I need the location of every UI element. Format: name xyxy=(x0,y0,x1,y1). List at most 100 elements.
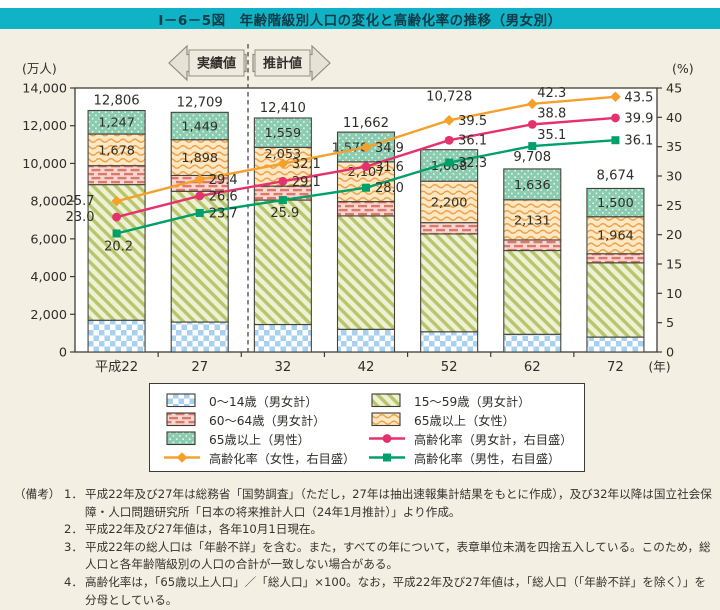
rate-line xyxy=(116,116,616,219)
left-axis-tick-label: 0 xyxy=(59,346,67,361)
rate-value: 23.0 xyxy=(66,210,95,225)
left-axis-tick-label: 10,000 xyxy=(22,157,67,172)
legend-item: 高齢化率（男女計，右目盛） xyxy=(367,429,580,448)
legend-label: 60～64歳（男女計） xyxy=(209,413,326,428)
bar-segment xyxy=(170,139,229,177)
footnotes: （備考） 1． 平成22年及び27年は総務省「国勢調査」（ただし，27年は抽出速報… xyxy=(14,486,712,609)
bar-segment xyxy=(336,201,396,217)
rate-value: 23.7 xyxy=(209,206,238,221)
rate-value: 29.1 xyxy=(292,175,321,190)
marker-square xyxy=(611,136,620,145)
footnote-number: 1． xyxy=(64,487,83,501)
right-axis-tick-label: 15 xyxy=(666,258,682,273)
marker-circle xyxy=(278,176,288,186)
bar-segment-value: 1,668 xyxy=(431,159,468,174)
marker-diamond xyxy=(526,98,538,110)
footnote-item: 3． 平成22年の総人口は「年齢不詳」を含む。また，すべての年について，表章単位未… xyxy=(64,539,712,574)
footnotes-label: （備考） xyxy=(14,487,61,501)
actual-label: 実績値 xyxy=(197,56,236,72)
right-axis-tick-label: 40 xyxy=(666,111,682,126)
bar-segment xyxy=(586,262,645,338)
population-aging-chart: 0 2,000 4,000 6,000 8,000 10,000 12,000 14,000 0… xyxy=(22,44,694,375)
projected-label: 推計値 xyxy=(263,56,302,72)
actual-label-box xyxy=(188,49,245,77)
left-axis-tick-label: 12,000 xyxy=(22,119,67,134)
bar-segment-value: 1,247 xyxy=(98,116,135,131)
right-axis-tick-label: 5 xyxy=(666,316,674,331)
rate-value: 36.1 xyxy=(624,134,653,149)
bar-segment xyxy=(503,199,562,241)
rate-value: 39.5 xyxy=(458,114,487,129)
left-axis-tick-label: 2,000 xyxy=(30,308,67,323)
bar-segment xyxy=(87,109,146,135)
figure-title: Ⅰ－6－5図 年齢階級別人口の変化と高齢化率の推移（男女別） xyxy=(158,12,562,29)
bar-segment xyxy=(503,333,562,353)
right-axis-tick-label: 35 xyxy=(666,140,682,155)
rate-value: 28.0 xyxy=(375,181,404,196)
bar-segment xyxy=(503,249,562,335)
rate-value: 29.4 xyxy=(209,173,238,188)
marker-diamond xyxy=(176,452,188,463)
legend-swatch-pink-brick xyxy=(166,412,196,427)
left-axis-tick-label: 4,000 xyxy=(30,270,67,285)
bar-segment-value: 2,200 xyxy=(431,195,468,210)
bar-segment xyxy=(170,190,229,323)
marker-square xyxy=(362,183,370,192)
marker-square xyxy=(528,142,537,151)
bar-segment xyxy=(336,328,396,353)
bar-segment xyxy=(420,180,479,224)
bar-segment xyxy=(336,161,396,203)
bar-segment-value: 2,053 xyxy=(265,147,302,162)
legend-label: 15～59歳（男女計） xyxy=(414,394,531,409)
legend-swatch-orange-wave xyxy=(371,412,401,427)
marker-diamond xyxy=(610,91,621,103)
x-axis-label: 平成22 xyxy=(95,359,138,375)
right-axis-tick-label: 25 xyxy=(666,199,682,214)
rate-value: 42.3 xyxy=(537,86,566,101)
bar-segment xyxy=(586,253,645,264)
bar-segment xyxy=(336,215,396,330)
footnotes-list: 1． 平成22年及び27年は総務省「国勢調査」（ただし，27年は抽出速報集計結果を… xyxy=(64,486,712,609)
rate-value: 26.6 xyxy=(209,189,238,204)
bar-segment xyxy=(87,165,146,186)
bar-segment xyxy=(420,222,479,235)
left-axis-unit: (万人) xyxy=(22,61,57,76)
legend-item: 高齢化率（男性，右目盛） xyxy=(367,448,580,467)
figure-title-bar: Ⅰ－6－5図 年齢階級別人口の変化と高齢化率の推移（男女別） xyxy=(0,8,720,29)
bar-segment xyxy=(170,321,229,353)
rate-value: 43.5 xyxy=(624,90,653,105)
bar-total-value: 12,410 xyxy=(260,101,306,116)
legend-item: 65歳以上（男性） xyxy=(162,429,367,448)
footnote-item: 4． 高齢化率は，「65歳以上人口」／「総人口」×100。なお，平成22年及び27… xyxy=(64,574,712,609)
bar-segment xyxy=(336,131,396,163)
legend-item: 65歳以上（女性） xyxy=(367,410,580,429)
bar-total-value: 8,674 xyxy=(597,168,635,183)
rate-line-square: 20.2 23.7 25.9 28.0 32.3 35.1 36.1 xyxy=(104,128,653,254)
bar-segment-value: 2,131 xyxy=(514,213,551,228)
marker-circle xyxy=(112,212,121,222)
bar-segment-value: 1,898 xyxy=(181,151,218,166)
marker-circle xyxy=(444,135,454,145)
rate-value: 35.1 xyxy=(537,128,566,143)
footnote-number: 4． xyxy=(64,575,83,590)
rate-line xyxy=(116,95,616,203)
x-axis-year-unit: (年) xyxy=(648,359,670,374)
marker-diamond xyxy=(111,195,122,207)
x-axis-label: 27 xyxy=(191,360,208,375)
x-axis-label: 52 xyxy=(441,360,458,375)
bar-segment-value: 1,559 xyxy=(265,126,302,141)
bar-segment-value: 1,678 xyxy=(98,143,135,158)
footnote-item: 2． 平成22年及び27年値は，各年10月1日現在。 xyxy=(64,521,712,539)
rate-line xyxy=(116,139,616,235)
marker-square xyxy=(195,208,204,217)
bar-segment xyxy=(87,133,146,167)
bar-total-value: 12,806 xyxy=(93,94,139,109)
chart-legend: 0～14歳（男女計） 15～59歳（男女計） 60～64歳（男女計） 65歳以上（女性… xyxy=(149,383,585,472)
legend-item: 0～14歳（男女計） xyxy=(162,391,367,410)
marker-diamond xyxy=(194,174,206,185)
rate-value: 25.7 xyxy=(66,194,95,209)
legend-item: 60～64歳（男女計） xyxy=(162,410,367,429)
footnote-text: 平成22年及び27年値は，各年10月1日現在。 xyxy=(85,522,323,537)
bar-segment xyxy=(420,149,479,182)
bar-segment xyxy=(253,199,312,326)
